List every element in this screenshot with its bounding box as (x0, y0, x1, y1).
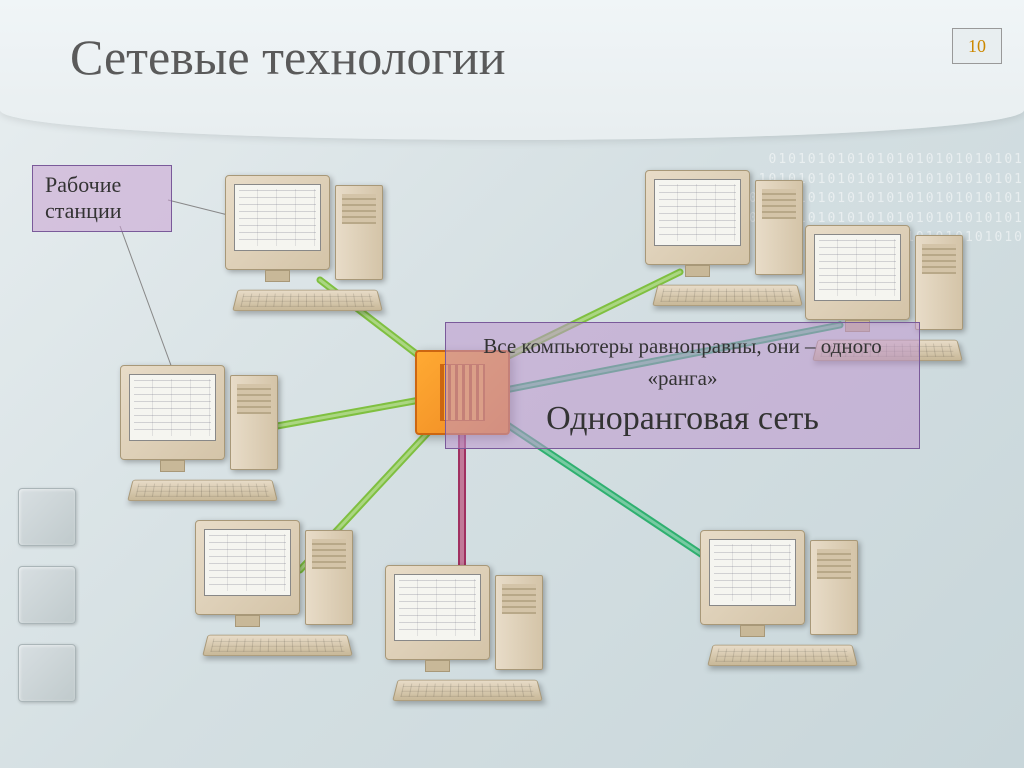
screen (234, 184, 321, 251)
monitor (225, 175, 330, 270)
monitor-stand (160, 460, 185, 472)
monitor (120, 365, 225, 460)
workstation-ws6 (385, 565, 560, 710)
screen (814, 234, 901, 301)
network-diagram: Рабочие станции Все компьютеры равноправ… (0, 0, 1024, 768)
tower (495, 575, 543, 670)
keyboard (127, 480, 278, 501)
monitor-stand (265, 270, 290, 282)
keyboard (392, 680, 543, 701)
tower (755, 180, 803, 275)
screen (129, 374, 216, 441)
slide: Сетевые технологии 10 010101010101010101… (0, 0, 1024, 768)
info-line-1: Все компьютеры равноправны, они – одного… (456, 331, 909, 394)
monitor-stand (740, 625, 765, 637)
tower (915, 235, 963, 330)
monitor (195, 520, 300, 615)
keyboard (707, 645, 858, 666)
monitor-stand (425, 660, 450, 672)
monitor-stand (685, 265, 710, 277)
monitor (805, 225, 910, 320)
workstation-ws1 (225, 175, 400, 320)
workstations-label-text: Рабочие станции (45, 172, 122, 223)
tower (230, 375, 278, 470)
monitor-stand (235, 615, 260, 627)
screen (394, 574, 481, 641)
monitor (645, 170, 750, 265)
screen (204, 529, 291, 596)
monitor (700, 530, 805, 625)
keyboard (232, 290, 383, 311)
workstation-ws4 (120, 365, 295, 510)
keyboard (652, 285, 803, 306)
info-label: Все компьютеры равноправны, они – одного… (445, 322, 920, 449)
tower (335, 185, 383, 280)
monitor (385, 565, 490, 660)
tower (810, 540, 858, 635)
screen (654, 179, 741, 246)
tower (305, 530, 353, 625)
workstation-ws5 (195, 520, 370, 665)
screen (709, 539, 796, 606)
keyboard (202, 635, 353, 656)
workstation-ws2 (645, 170, 820, 315)
info-line-2: Одноранговая сеть (456, 400, 909, 438)
workstations-label: Рабочие станции (32, 165, 172, 232)
workstation-ws7 (700, 530, 875, 675)
